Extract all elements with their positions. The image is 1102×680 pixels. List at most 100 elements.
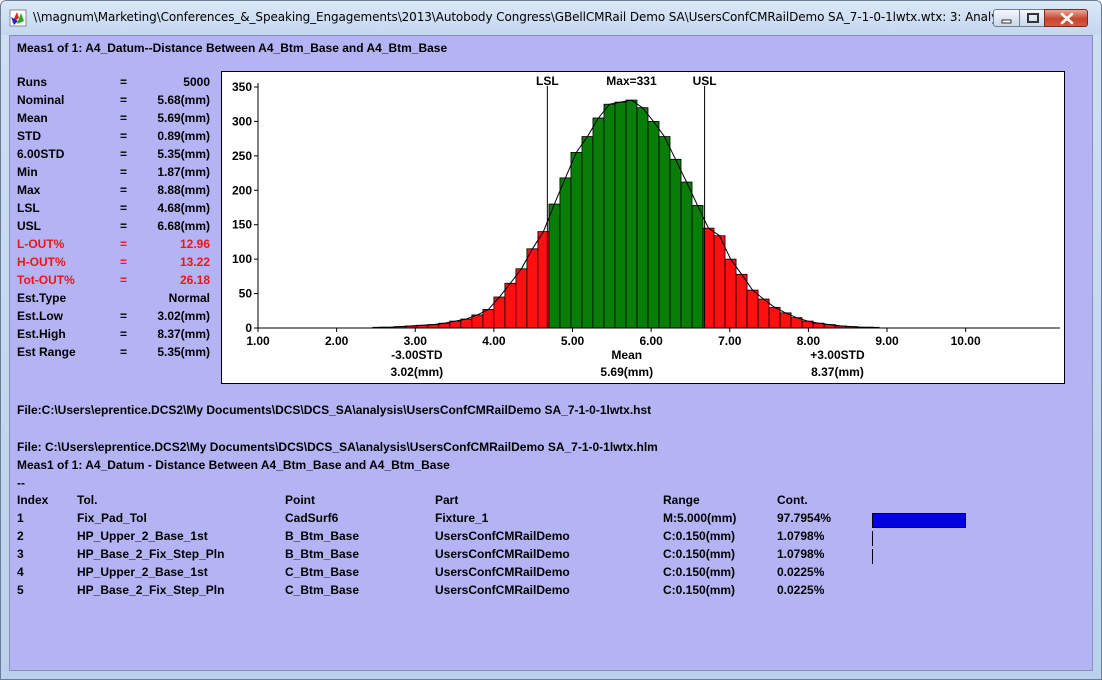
histogram-bar [515,268,528,329]
cell-index: 5 [17,583,24,597]
stat-value: 5.68(mm) [157,93,210,107]
histogram-bar [526,248,539,329]
histogram-bar [746,289,759,329]
histogram-bar [570,152,583,329]
sub-label-line1: Mean [611,348,642,362]
x-tick-label: 9.00 [875,334,899,348]
cell-cont: 0.0225% [777,565,825,579]
histogram-bar [735,273,748,329]
stat-value: 12.96 [179,237,210,251]
histogram-bar [559,177,572,329]
histogram-bar [768,306,781,329]
contribution-bar [872,531,873,546]
stat-equals: = [120,93,128,107]
stat-label: Runs [17,75,47,89]
cell-cont: 97.7954% [777,511,832,525]
stat-equals: = [120,255,128,269]
header-point: Point [285,493,315,507]
histogram-bar [757,298,770,329]
histogram-bar [658,136,671,329]
histogram-bar [581,136,594,329]
stat-equals: = [120,165,128,179]
cell-tol: HP_Upper_2_Base_1st [77,565,208,579]
cell-point: CadSurf6 [285,511,339,525]
cell-cont: 1.0798% [777,529,825,543]
separator-text: -- [17,476,25,490]
title-bar[interactable]: \\magnum\Marketing\Conferences_&_Speakin… [1,1,1101,35]
stat-value: Normal [168,291,210,305]
header-cont: Cont. [777,493,808,507]
contribution-bar [872,549,873,564]
stat-label: STD [17,129,41,143]
header-tol: Tol. [77,493,98,507]
histogram-bar [724,258,737,329]
stat-equals: = [120,219,128,233]
cell-range: M:5.000(mm) [663,511,737,525]
cell-point: B_Btm_Base [285,529,360,543]
histogram-bar [460,318,473,329]
histogram-bar [504,282,517,329]
histogram-bar [482,309,495,329]
stat-value: 6.68(mm) [157,219,210,233]
stat-label: LSL [17,201,40,215]
cell-part: Fixture_1 [435,511,489,525]
cell-tol: HP_Base_2_Fix_Step_Pln [77,547,225,561]
sub-label-line2: 3.02(mm) [390,365,443,379]
cell-index: 2 [17,529,24,543]
stat-label: 6.00STD [17,147,65,161]
cell-cont: 0.0225% [777,583,825,597]
stat-value: 3.02(mm) [157,309,210,323]
sub-label-line2: 8.37(mm) [811,365,864,379]
stat-value: 5.35(mm) [157,345,210,359]
y-tick-label: 50 [239,287,253,301]
cell-point: C_Btm_Base [285,583,360,597]
stat-value: 0.89(mm) [157,129,210,143]
close-button[interactable] [1044,9,1088,27]
cell-range: C:0.150(mm) [663,529,736,543]
cell-cont: 1.0798% [777,547,825,561]
cell-range: C:0.150(mm) [663,583,736,597]
histogram-bar [625,99,638,329]
stat-equals: = [120,345,128,359]
cell-part: UsersConfCMRailDemo [435,565,570,579]
maximize-button[interactable] [1019,9,1045,27]
stat-label: Nominal [17,93,65,107]
stat-value: 13.22 [179,255,210,269]
x-tick-label: 1.00 [246,334,270,348]
stat-equals: = [120,201,128,215]
stat-value: 5.69(mm) [157,111,210,125]
contribution-bar [872,513,966,528]
cell-tol: HP_Upper_2_Base_1st [77,529,208,543]
maximize-icon [1027,13,1039,23]
histogram-bar [669,158,682,329]
x-tick-label: 4.00 [482,334,506,348]
stat-equals: = [120,129,128,143]
hst-file-path: File:C:\Users\eprentice.DCS2\My Document… [17,403,652,417]
cell-tol: Fix_Pad_Tol [77,511,147,525]
stat-label: Min [17,165,38,179]
minimize-button[interactable] [993,9,1020,27]
cell-range: C:0.150(mm) [663,547,736,561]
window-title: \\magnum\Marketing\Conferences_&_Speakin… [33,10,1014,24]
cell-point: C_Btm_Base [285,565,360,579]
sub-label-line1: +3.00STD [810,348,865,362]
y-tick-label: 0 [245,321,252,335]
cell-part: UsersConfCMRailDemo [435,529,570,543]
header-range: Range [663,493,700,507]
stat-label: Est.Type [17,291,67,305]
stat-label: Max [17,183,41,197]
stat-label: Mean [17,111,48,125]
measurement-title: Meas1 of 1: A4_Datum--Distance Between A… [17,41,448,55]
stat-label: Est.Low [17,309,64,323]
cell-range: C:0.150(mm) [663,565,736,579]
app-icon[interactable] [9,9,27,27]
stat-value: 8.37(mm) [157,327,210,341]
x-tick-label: 10.00 [951,334,981,348]
stat-label: USL [17,219,41,233]
y-tick-label: 100 [232,252,252,266]
stat-value: 8.88(mm) [157,183,210,197]
cell-part: UsersConfCMRailDemo [435,547,570,561]
x-tick-label: 2.00 [325,334,349,348]
stat-equals: = [120,111,128,125]
